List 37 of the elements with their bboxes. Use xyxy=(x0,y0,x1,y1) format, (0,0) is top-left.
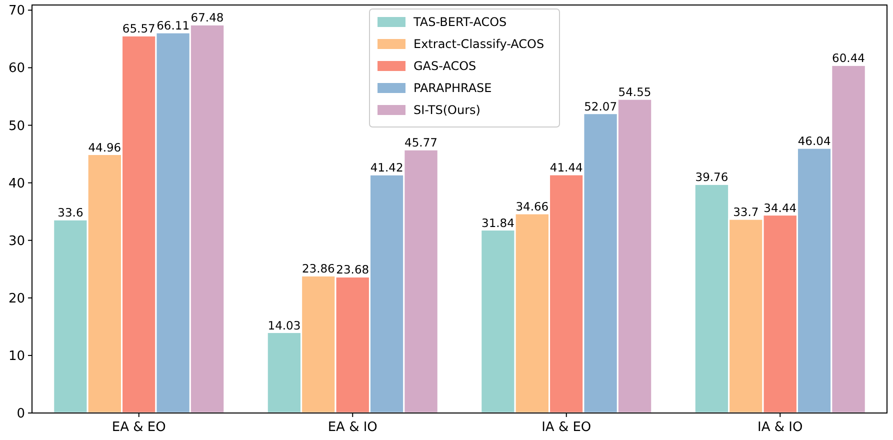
y-tick-label: 20 xyxy=(8,291,25,306)
legend-label: PARAPHRASE xyxy=(414,81,492,95)
legend-label: Extract-Classify-ACOS xyxy=(414,37,544,51)
data-label: 34.66 xyxy=(516,200,549,214)
data-label: 23.68 xyxy=(336,262,370,277)
y-tick-label: 40 xyxy=(8,176,25,192)
data-label: 39.76 xyxy=(695,170,728,184)
x-tick-label: IA & EO xyxy=(542,420,592,435)
data-label: 41.44 xyxy=(550,160,583,175)
data-label: 45.77 xyxy=(404,136,438,150)
y-tick-label: 50 xyxy=(8,118,25,134)
data-label: 66.11 xyxy=(156,18,190,33)
x-tick-label: IA & IO xyxy=(758,420,803,435)
y-tick-label: 0 xyxy=(16,406,25,422)
data-label: 33.6 xyxy=(58,206,84,220)
data-label: 44.96 xyxy=(88,140,122,154)
x-tick-label: EA & EO xyxy=(112,420,166,435)
data-label: 67.48 xyxy=(190,10,224,25)
y-tick-label: 70 xyxy=(8,4,25,19)
data-label: 31.84 xyxy=(482,216,514,230)
data-label: 34.44 xyxy=(764,200,797,215)
y-tick-label: 60 xyxy=(8,61,25,76)
legend-label: SI-TS(Ours) xyxy=(414,103,480,117)
data-label: 46.04 xyxy=(798,134,831,148)
y-tick-label: 30 xyxy=(8,234,25,249)
data-label: 23.86 xyxy=(302,262,335,276)
data-label: 33.7 xyxy=(733,205,759,220)
data-label: 60.44 xyxy=(832,51,865,66)
data-label: 41.42 xyxy=(370,160,404,175)
x-tick-label: EA & IO xyxy=(328,420,378,435)
y-tick-label: 10 xyxy=(8,348,25,364)
data-label: 14.03 xyxy=(268,318,301,332)
data-label: 54.55 xyxy=(618,85,652,100)
legend-label: GAS-ACOS xyxy=(414,59,476,73)
legend-label: TAS-BERT-ACOS xyxy=(412,15,507,29)
data-label: 52.07 xyxy=(584,99,618,114)
data-label: 65.57 xyxy=(122,22,156,36)
